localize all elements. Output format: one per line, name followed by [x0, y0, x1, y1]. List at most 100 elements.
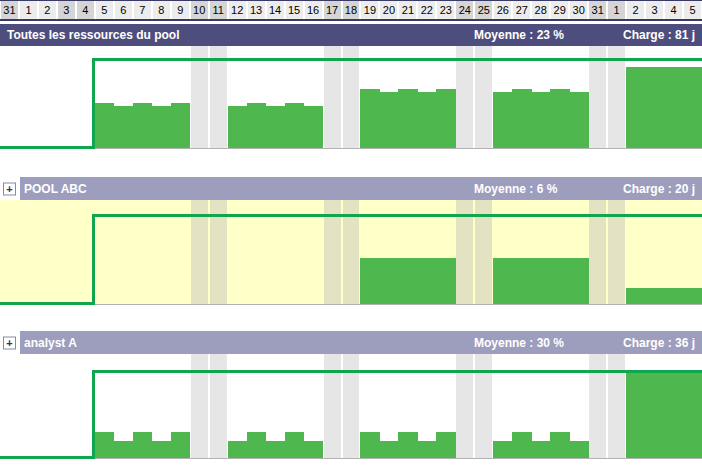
load-bar: [114, 106, 134, 148]
day-header-cell: 7: [134, 1, 151, 19]
capacity-line: [0, 456, 95, 459]
load-bar: [626, 288, 646, 304]
load-bar: [133, 432, 153, 458]
load-bar: [436, 258, 456, 304]
section-header-analyst-a[interactable]: + analyst A Moyenne : 30 % Charge : 36 j: [0, 331, 702, 354]
load-bar: [247, 103, 267, 148]
load-bar: [664, 288, 684, 304]
load-bar: [360, 258, 380, 304]
load-bar: [379, 258, 399, 304]
load-bar: [304, 441, 324, 458]
load-bar: [152, 441, 172, 458]
load-bar: [95, 432, 115, 458]
load-bar: [114, 441, 134, 458]
expand-plus-icon[interactable]: +: [3, 182, 16, 195]
capacity-line: [0, 302, 95, 305]
load-bar: [285, 103, 305, 148]
charge-stat: Charge : 81 j: [623, 28, 695, 42]
load-bar: [493, 92, 513, 148]
load-bar: [304, 106, 324, 148]
capacity-line: [92, 370, 95, 458]
load-bar: [95, 103, 115, 148]
load-bar: [664, 67, 684, 148]
load-bar: [417, 92, 437, 148]
load-bar: [550, 432, 570, 458]
charge-stat: Charge : 20 j: [623, 182, 695, 196]
load-bar: [247, 432, 267, 458]
day-header-cell: 26: [494, 1, 511, 19]
load-bar: [531, 258, 551, 304]
resource-usage-view: 3112345678910111213141516171819202122232…: [0, 0, 702, 468]
load-bar: [493, 441, 513, 458]
day-header-cell: 3: [58, 1, 75, 19]
load-bar: [417, 258, 437, 304]
day-header-cell: 24: [456, 1, 473, 19]
load-chart-analyst-a: [0, 354, 702, 459]
load-chart-all-resources: [0, 46, 702, 149]
day-header-cell: 30: [570, 1, 587, 19]
day-header-cell: 22: [418, 1, 435, 19]
load-bar: [133, 103, 153, 148]
section-title: POOL ABC: [24, 182, 87, 196]
weekend-stripe: [456, 46, 473, 148]
weekend-stripe: [343, 46, 360, 148]
weekend-stripe: [210, 46, 227, 148]
load-bar: [398, 432, 418, 458]
day-header-cell: 12: [229, 1, 246, 19]
load-bar: [228, 441, 248, 458]
load-bar: [531, 92, 551, 148]
section-title: Toutes les ressources du pool: [7, 28, 180, 42]
day-header-cell: 1: [608, 1, 625, 19]
day-header-cell: 3: [646, 1, 663, 19]
expand-plus-icon[interactable]: +: [3, 336, 16, 349]
load-bar: [683, 372, 702, 458]
timescale-header: 3112345678910111213141516171819202122232…: [0, 0, 702, 21]
day-header-cell: 31: [1, 1, 18, 19]
load-bar: [645, 67, 665, 148]
load-bar: [266, 441, 286, 458]
load-bar: [171, 103, 191, 148]
load-bar: [645, 288, 665, 304]
load-bar: [626, 372, 646, 458]
load-bar: [664, 372, 684, 458]
charge-stat: Charge : 36 j: [623, 336, 695, 350]
capacity-line: [92, 214, 702, 217]
load-bar: [436, 89, 456, 148]
day-header-cell: 14: [267, 1, 284, 19]
load-bar: [398, 89, 418, 148]
day-header-cell: 21: [399, 1, 416, 19]
load-bar: [266, 106, 286, 148]
load-bar: [550, 89, 570, 148]
load-bar: [152, 106, 172, 148]
day-header-cell: 5: [96, 1, 113, 19]
load-bar: [569, 258, 589, 304]
day-header-cell: 29: [551, 1, 568, 19]
weekend-stripe: [475, 46, 492, 148]
average-stat: Moyenne : 23 %: [474, 28, 564, 42]
timescale-border: [0, 19, 702, 21]
load-bar: [493, 258, 513, 304]
day-header-cell: 11: [210, 1, 227, 19]
load-bar: [417, 441, 437, 458]
section-header-all-resources[interactable]: Toutes les ressources du pool Moyenne : …: [0, 24, 702, 46]
load-bar: [512, 89, 532, 148]
load-chart-pool-abc: [0, 200, 702, 305]
load-bar: [683, 288, 702, 304]
day-header-cell: 10: [191, 1, 208, 19]
day-header-cell: 4: [77, 1, 94, 19]
load-bar: [398, 258, 418, 304]
load-bar: [512, 258, 532, 304]
load-bar: [379, 441, 399, 458]
load-bar: [569, 92, 589, 148]
day-header-cell: 8: [153, 1, 170, 19]
load-bar: [436, 432, 456, 458]
day-header-cell: 9: [172, 1, 189, 19]
capacity-line: [92, 370, 702, 373]
capacity-line: [0, 146, 95, 149]
load-bar: [626, 67, 646, 148]
load-bar: [531, 441, 551, 458]
weekend-stripe: [589, 46, 606, 148]
section-header-pool-abc[interactable]: + POOL ABC Moyenne : 6 % Charge : 20 j: [0, 177, 702, 200]
day-header-cell: 25: [475, 1, 492, 19]
load-bar: [645, 372, 665, 458]
